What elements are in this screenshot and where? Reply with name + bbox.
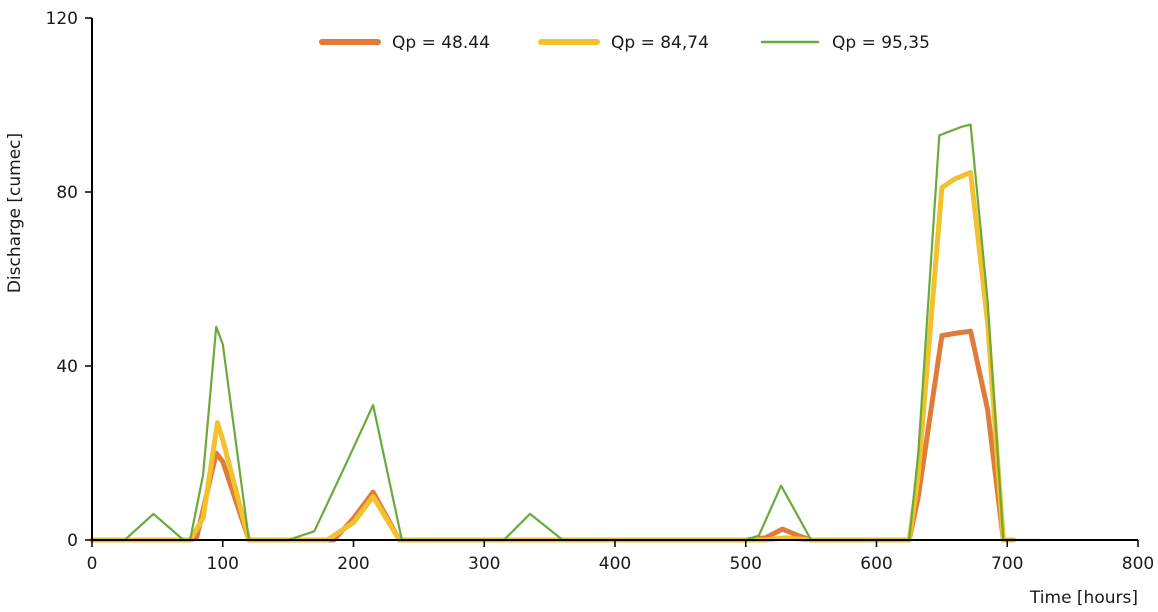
legend-label-1: Qp = 48.44 xyxy=(392,33,490,53)
legend-label-2: Qp = 84,74 xyxy=(611,33,709,53)
x-tick-label: 500 xyxy=(730,554,762,574)
legend-label-3: Qp = 95,35 xyxy=(832,33,930,53)
series-line-1 xyxy=(89,328,1010,543)
y-tick-label: 40 xyxy=(56,357,78,377)
y-tick-label: 120 xyxy=(46,9,78,29)
y-axis-ticks: 0 40 80 120 xyxy=(46,9,92,551)
chart-legend: Qp = 48.44 Qp = 84,74 Qp = 95,35 xyxy=(319,33,930,53)
x-tick-label: 200 xyxy=(337,554,369,574)
x-tick-label: 0 xyxy=(87,554,98,574)
x-tick-label: 400 xyxy=(599,554,631,574)
x-tick-label: 700 xyxy=(991,554,1023,574)
x-tick-label: 100 xyxy=(207,554,239,574)
x-tick-label: 800 xyxy=(1122,554,1154,574)
x-axis-ticks: 0 100 200 300 400 500 600 700 800 xyxy=(87,540,1154,574)
y-axis-title: Discharge [cumec] xyxy=(5,133,25,293)
y-tick-label: 80 xyxy=(56,183,78,203)
y-tick-label: 0 xyxy=(67,531,78,551)
x-tick-label: 600 xyxy=(860,554,892,574)
x-tick-label: 300 xyxy=(468,554,500,574)
series-layer xyxy=(89,123,1042,543)
x-axis-title: Time [hours] xyxy=(1029,588,1138,608)
